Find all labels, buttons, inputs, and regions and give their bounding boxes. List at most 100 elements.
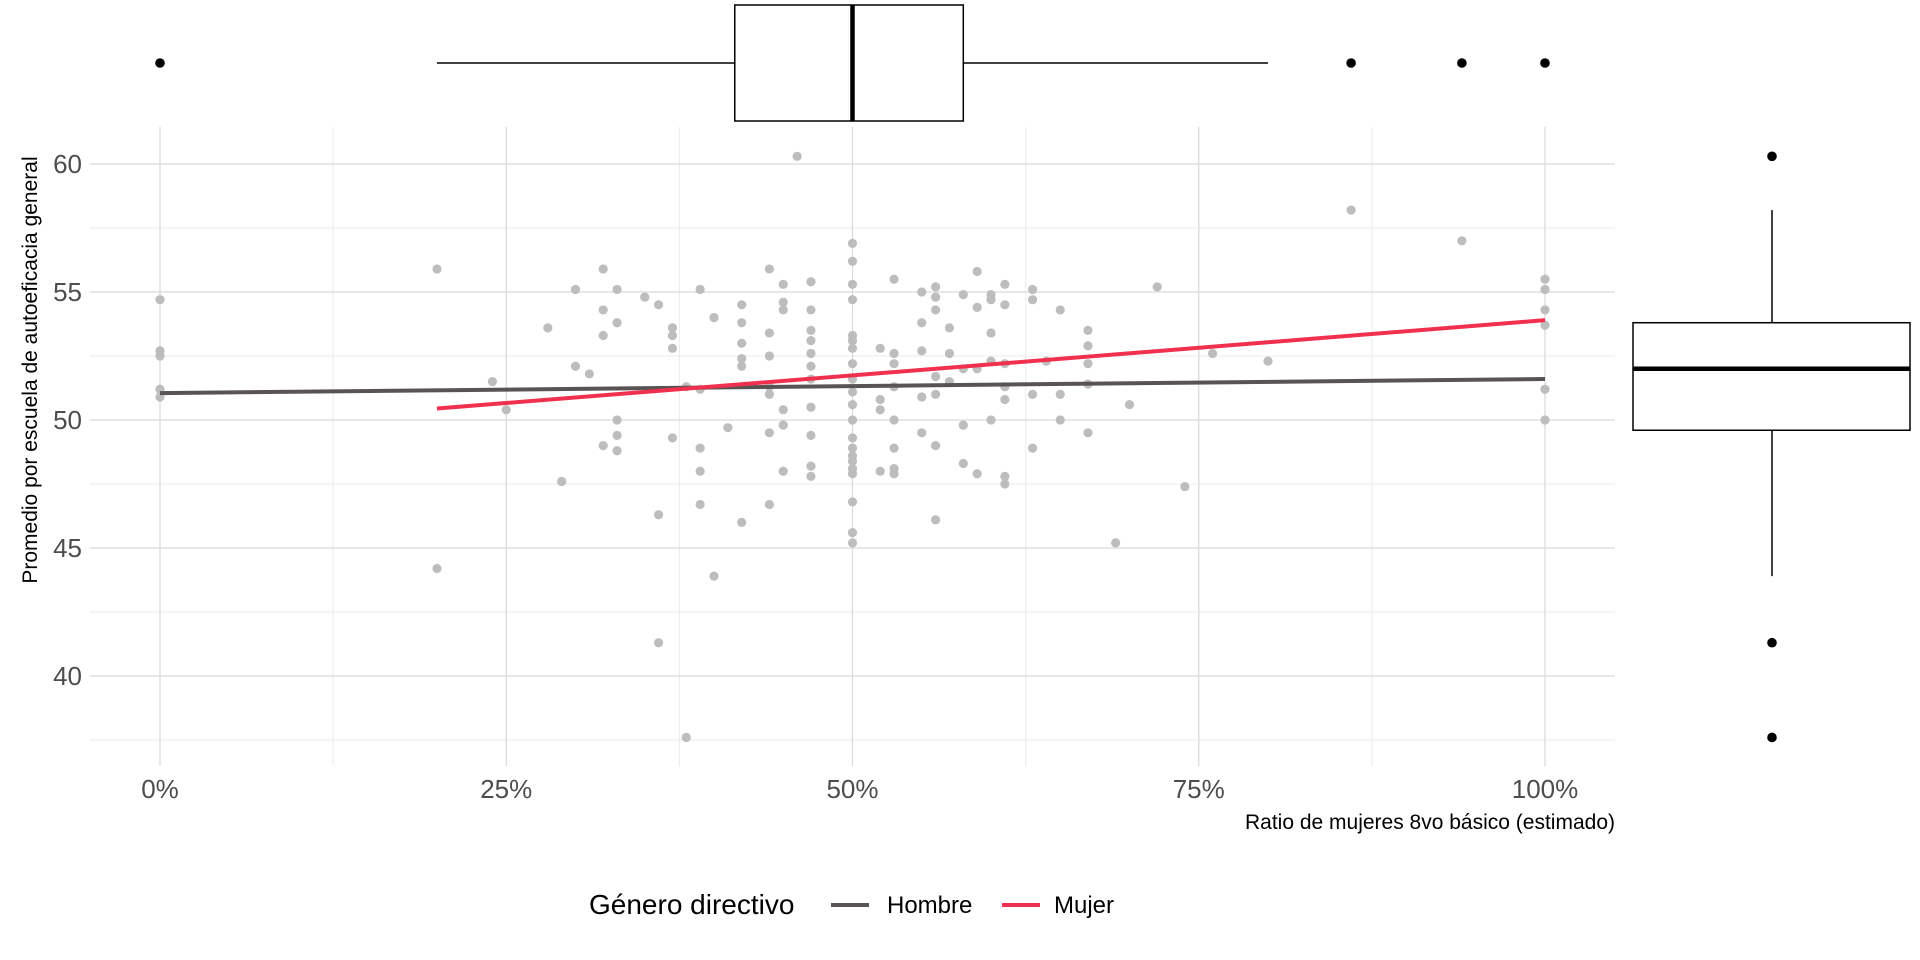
data-point bbox=[1055, 305, 1065, 315]
data-point bbox=[931, 305, 941, 315]
data-point bbox=[847, 279, 858, 289]
x-tick-label: 75% bbox=[1173, 774, 1225, 804]
data-point bbox=[557, 476, 567, 487]
data-point bbox=[1055, 415, 1065, 425]
data-point bbox=[1263, 356, 1273, 366]
data-point bbox=[931, 292, 941, 302]
data-point bbox=[1152, 282, 1162, 292]
data-point bbox=[737, 353, 747, 364]
data-point bbox=[847, 387, 858, 397]
data-point bbox=[806, 336, 816, 346]
data-point bbox=[612, 318, 622, 328]
data-point bbox=[847, 336, 858, 346]
data-point bbox=[764, 264, 775, 274]
data-point bbox=[931, 282, 941, 292]
data-point bbox=[958, 458, 968, 469]
data-point bbox=[986, 328, 996, 338]
data-point bbox=[1180, 481, 1190, 492]
data-point bbox=[875, 394, 885, 405]
data-point bbox=[847, 497, 858, 507]
data-point bbox=[944, 348, 955, 359]
data-point bbox=[972, 266, 982, 277]
data-point bbox=[1540, 384, 1550, 394]
legend: Género directivo Hombre Mujer bbox=[589, 889, 1114, 920]
data-point bbox=[1540, 274, 1550, 284]
y-box-outlier bbox=[1767, 637, 1777, 648]
data-point bbox=[612, 446, 622, 456]
data-point bbox=[847, 400, 858, 410]
data-point bbox=[764, 428, 775, 438]
legend-title: Género directivo bbox=[589, 889, 794, 920]
data-point bbox=[889, 415, 899, 425]
data-point bbox=[764, 499, 775, 510]
data-point bbox=[806, 361, 816, 371]
data-point bbox=[432, 563, 442, 574]
data-point bbox=[806, 348, 816, 359]
data-point bbox=[612, 284, 622, 295]
data-point bbox=[1111, 538, 1121, 548]
data-point bbox=[737, 338, 747, 348]
data-point bbox=[695, 443, 705, 453]
data-point bbox=[778, 297, 788, 307]
data-point bbox=[847, 433, 858, 443]
data-point bbox=[654, 638, 664, 648]
x-box-outlier bbox=[155, 58, 165, 68]
data-point bbox=[986, 295, 996, 305]
data-point bbox=[654, 510, 664, 520]
x-tick-label: 25% bbox=[480, 774, 532, 804]
y-axis-title: Promedio por escuela de autoeficacia gen… bbox=[19, 156, 42, 583]
data-point bbox=[778, 466, 788, 476]
y-box-outlier bbox=[1767, 732, 1777, 743]
trend-lines bbox=[159, 318, 1546, 411]
data-point bbox=[889, 443, 899, 453]
data-point bbox=[737, 318, 747, 328]
data-point bbox=[931, 441, 941, 451]
data-point bbox=[847, 343, 858, 353]
data-point bbox=[931, 389, 941, 399]
data-point bbox=[1083, 341, 1093, 351]
data-point bbox=[584, 369, 594, 379]
data-point bbox=[917, 392, 927, 402]
data-point bbox=[889, 469, 899, 479]
data-point bbox=[155, 351, 165, 361]
data-point bbox=[847, 456, 858, 466]
data-point bbox=[806, 471, 816, 481]
x-box-iqr bbox=[734, 4, 965, 122]
data-point bbox=[847, 359, 858, 369]
data-point bbox=[737, 361, 747, 371]
x-axis-title: Ratio de mujeres 8vo básico (estimado) bbox=[1245, 811, 1615, 834]
data-point bbox=[598, 264, 608, 274]
y-box-iqr bbox=[1632, 321, 1911, 431]
data-point bbox=[917, 346, 927, 356]
data-point bbox=[654, 300, 664, 310]
x-tick-label: 100% bbox=[1512, 774, 1579, 804]
data-point bbox=[1000, 479, 1010, 489]
data-point bbox=[598, 441, 608, 451]
data-point bbox=[806, 325, 816, 335]
data-point bbox=[612, 430, 622, 440]
trend-line-hombre bbox=[159, 377, 1546, 396]
data-point bbox=[612, 415, 622, 425]
data-point bbox=[1055, 389, 1065, 399]
data-point bbox=[917, 318, 927, 328]
data-point bbox=[1208, 348, 1218, 359]
data-point bbox=[432, 264, 442, 274]
x-tick-label: 0% bbox=[141, 774, 179, 804]
data-point bbox=[1540, 305, 1550, 315]
data-point bbox=[1124, 400, 1135, 410]
data-point bbox=[958, 420, 968, 430]
data-point bbox=[667, 433, 678, 443]
data-point bbox=[640, 292, 650, 302]
data-point bbox=[667, 323, 678, 333]
data-point bbox=[917, 287, 927, 297]
data-point bbox=[1083, 325, 1093, 335]
data-point bbox=[806, 461, 816, 471]
data-point bbox=[155, 295, 165, 305]
data-point bbox=[1000, 279, 1010, 289]
data-point bbox=[667, 330, 678, 341]
legend-label-mujer: Mujer bbox=[1054, 892, 1114, 919]
y-tick-label: 60 bbox=[53, 149, 82, 179]
data-point bbox=[667, 343, 678, 353]
data-point bbox=[875, 466, 885, 476]
